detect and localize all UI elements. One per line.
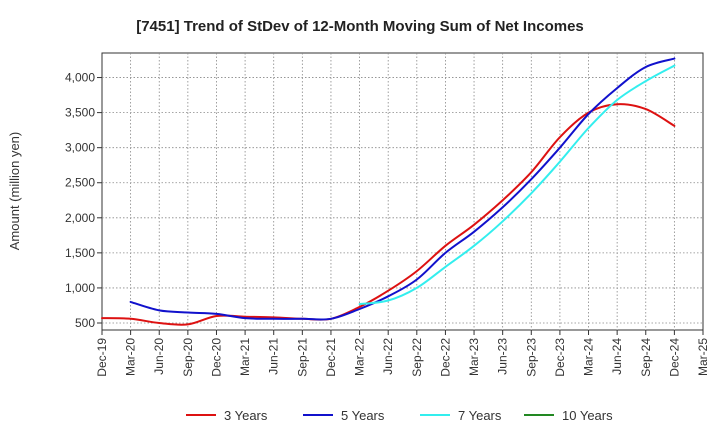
series-line-2 [129, 57, 676, 321]
x-tick-label: Dec-21 [324, 338, 338, 377]
x-tick-label: Mar-21 [238, 338, 252, 376]
y-tick-label: 2,000 [65, 211, 95, 225]
series-line-1 [101, 103, 676, 326]
y-tick-label: 4,000 [65, 71, 95, 85]
y-tick-label: 3,000 [65, 141, 95, 155]
x-tick-label: Sep-20 [181, 338, 195, 377]
x-tick-label: Dec-22 [438, 338, 452, 377]
x-tick-label: Mar-24 [582, 338, 596, 376]
x-tick-label: Jun-20 [152, 338, 166, 375]
y-axis-label: Amount (million yen) [7, 132, 22, 251]
x-tick-label: Sep-21 [295, 338, 309, 377]
x-tick-label: Mar-20 [124, 338, 138, 376]
x-tick-label: Sep-24 [639, 338, 653, 377]
y-axis-ticks: 500 1,000 1,500 2,000 2,500 3,000 3,500 4,000 [65, 71, 102, 330]
legend: 3 Years 5 Years 7 Years 10 Years [186, 408, 613, 423]
legend-label-2: 5 Years [341, 408, 385, 423]
x-tick-label: Sep-22 [410, 338, 424, 377]
x-axis-ticks: Dec-19 Mar-20 Jun-20 Sep-20 Dec-20 Mar-21 Jun-… [95, 330, 710, 377]
y-tick-label: 3,500 [65, 106, 95, 120]
x-tick-label: Jun-21 [267, 338, 281, 375]
series-lines [101, 57, 676, 326]
chart-title: [7451] Trend of StDev of 12-Month Moving… [136, 18, 584, 35]
x-tick-label: Jun-22 [381, 338, 395, 375]
x-tick-label: Dec-19 [95, 338, 109, 377]
y-tick-label: 500 [75, 316, 95, 330]
x-tick-label: Dec-20 [209, 338, 223, 377]
x-tick-label: Sep-23 [524, 338, 538, 377]
x-tick-label: Mar-22 [353, 338, 367, 376]
legend-label-4: 10 Years [562, 408, 613, 423]
y-tick-label: 2,500 [65, 176, 95, 190]
y-tick-label: 1,000 [65, 281, 95, 295]
x-tick-label: Dec-23 [553, 338, 567, 377]
legend-label-3: 7 Years [458, 408, 502, 423]
x-tick-label: Jun-24 [610, 338, 624, 375]
x-tick-label: Dec-24 [667, 338, 681, 377]
legend-label-1: 3 Years [224, 408, 268, 423]
x-tick-label: Mar-23 [467, 338, 481, 376]
y-tick-label: 1,500 [65, 246, 95, 260]
series-line-3 [358, 64, 676, 306]
x-tick-label: Jun-23 [496, 338, 510, 375]
x-tick-label: Mar-25 [696, 338, 710, 376]
